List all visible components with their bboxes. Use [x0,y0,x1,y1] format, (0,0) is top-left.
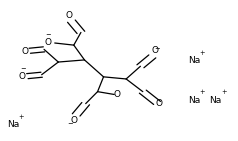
Text: −: − [154,46,160,52]
Text: O: O [71,116,78,125]
Text: O: O [155,99,162,108]
Text: O: O [113,90,120,99]
Text: Na: Na [188,56,200,65]
Text: O: O [65,11,72,20]
Text: Na: Na [188,96,200,105]
Text: −: − [20,66,25,72]
Text: +: + [221,89,226,95]
Text: −: − [67,121,73,127]
Text: −: − [45,32,50,38]
Text: +: + [199,89,205,95]
Text: O: O [21,47,28,56]
Text: O: O [19,72,26,81]
Text: Na: Na [7,120,19,129]
Text: Na: Na [209,96,222,105]
Text: +: + [199,50,205,56]
Text: O: O [152,46,159,55]
Text: +: + [19,114,24,120]
Text: O: O [45,38,52,47]
